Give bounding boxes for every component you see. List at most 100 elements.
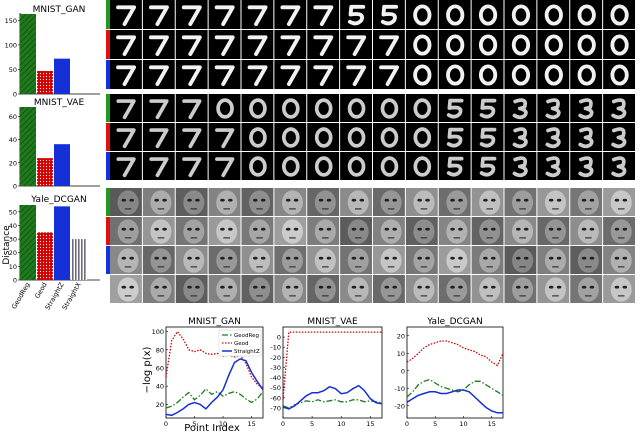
face-eye — [129, 285, 134, 289]
bar-y-tick-label: 150 — [5, 17, 17, 25]
x-tick-label: 5 — [192, 420, 196, 428]
face-shape — [347, 277, 369, 302]
x-tick-label: 0 — [164, 420, 168, 428]
digit-seven — [313, 35, 334, 57]
bar-y-tick-label: 20 — [9, 159, 17, 167]
face-eye — [425, 256, 430, 260]
face-eye — [129, 198, 134, 202]
face-shape — [347, 219, 369, 244]
bar-chart-2: MNIST_VAE 0 20 40 60 — [9, 98, 100, 191]
y-tick-label: 100 — [152, 328, 164, 336]
series-geodreg — [282, 399, 383, 409]
face-eye — [516, 227, 521, 231]
face-mouth — [552, 295, 559, 297]
face-eye — [359, 256, 365, 260]
face-mouth — [453, 295, 461, 297]
plot-frame — [282, 326, 383, 419]
digit-zero — [347, 98, 366, 119]
line-chart-title: MNIST_VAE — [307, 317, 358, 327]
digit-seven — [149, 157, 169, 178]
face-eye — [581, 227, 587, 231]
digit-five — [446, 156, 464, 177]
y-tick-label: -20 — [394, 402, 405, 410]
face-eye — [556, 256, 562, 260]
face-eye — [589, 256, 595, 260]
x-tick-label: 5 — [310, 420, 314, 428]
face-shape — [610, 219, 632, 244]
face-eye — [384, 285, 390, 289]
face-mouth — [519, 237, 526, 239]
face-eye — [458, 198, 463, 202]
face-mouth — [289, 237, 296, 239]
bar-category-label: GeodReg — [10, 281, 32, 311]
x-tick-label: 15 — [366, 420, 374, 428]
face-mouth — [157, 266, 165, 268]
x-tick-label: 15 — [247, 420, 255, 428]
face-mouth — [190, 237, 198, 239]
face-eye — [589, 198, 595, 202]
digit-zero — [511, 64, 531, 86]
face-shape — [249, 248, 271, 273]
digit-seven — [313, 5, 334, 27]
face-eye — [622, 198, 628, 202]
image-grid-mnist_gan — [106, 0, 635, 89]
face-shape — [314, 277, 336, 302]
face-shape — [347, 248, 369, 273]
bar-y-tick-label: 0 — [13, 91, 17, 99]
digit-zero — [380, 98, 399, 119]
face-eye — [516, 256, 521, 260]
digit-seven — [346, 35, 367, 57]
face-mouth — [223, 237, 230, 239]
face-eye — [491, 198, 496, 202]
face-mouth — [486, 208, 493, 210]
face-mouth — [519, 208, 526, 210]
digit-zero — [281, 127, 300, 148]
face-shape — [610, 277, 632, 302]
face-shape — [183, 277, 205, 302]
y-tick-label: -40 — [270, 374, 281, 382]
line-chart-2: MNIST_VAE -70 -60 -50 -40 -30 -20 -10 0 0 5 10 15 — [270, 317, 383, 428]
bar-straightz — [54, 58, 70, 94]
face-shape — [446, 277, 468, 302]
face-eye — [516, 198, 521, 202]
face-eye — [285, 227, 291, 231]
digit-zero — [413, 34, 432, 56]
digit-seven — [313, 65, 334, 87]
face-eye — [121, 285, 127, 289]
digit-seven — [116, 5, 137, 27]
digit-seven — [149, 99, 169, 120]
face-shape — [512, 248, 534, 273]
bar-chart-title: Yale_DCGAN — [30, 195, 86, 205]
image-grid-yale_dcgan — [106, 188, 635, 303]
face-shape — [216, 277, 238, 302]
image-grids — [106, 0, 635, 303]
face-eye — [458, 256, 463, 260]
face-eye — [195, 256, 200, 260]
bar-y-tick-label: 60 — [9, 113, 17, 121]
bar-y-tick-label: 0 — [13, 183, 17, 191]
digit-three — [512, 156, 528, 178]
face-eye — [384, 256, 390, 260]
face-mouth — [322, 208, 329, 210]
y-tick-label: -30 — [270, 364, 281, 372]
face-mouth — [289, 295, 296, 297]
bar-y-tick-label: 0 — [13, 277, 17, 285]
digit-seven — [346, 65, 367, 87]
face-eye — [326, 198, 332, 202]
face-shape — [314, 190, 336, 215]
digit-three — [545, 98, 561, 120]
face-eye — [187, 285, 192, 289]
face-shape — [216, 190, 238, 215]
face-shape — [544, 190, 566, 215]
face-eye — [154, 227, 159, 231]
face-shape — [117, 248, 139, 273]
digit-five — [479, 156, 497, 177]
face-shape — [281, 277, 303, 302]
face-eye — [121, 198, 127, 202]
bar-charts: MNIST_GAN050100150MNIST_VAE0204060Yale_D… — [5, 5, 100, 311]
face-mouth — [190, 208, 198, 210]
face-eye — [318, 198, 324, 202]
digit-three — [611, 127, 627, 149]
face-mouth — [354, 266, 362, 268]
digit-seven — [379, 65, 400, 87]
